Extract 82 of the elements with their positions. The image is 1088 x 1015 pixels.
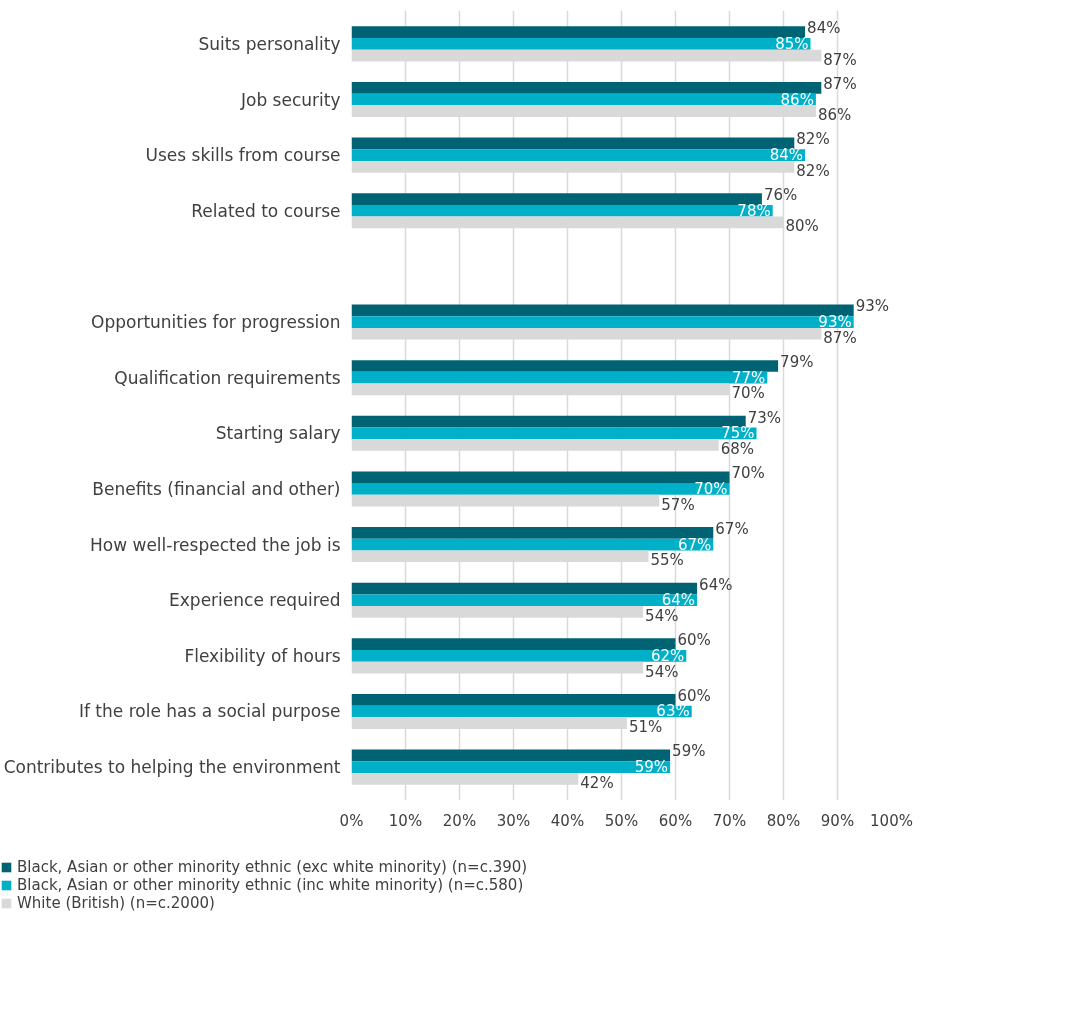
data-label: 68% (720, 440, 755, 458)
bar (351, 638, 676, 651)
x-tick-label: 60% (658, 811, 693, 830)
x-tick-label: 70% (712, 811, 747, 830)
bar (351, 204, 773, 217)
data-label: 70% (731, 384, 765, 403)
data-label: 57% (661, 495, 695, 514)
x-tick-label: 0% (339, 811, 364, 830)
bar (351, 705, 692, 718)
data-label: 64% (699, 575, 733, 594)
data-label: 87% (823, 50, 857, 69)
y-tick-label: Starting salary (215, 423, 341, 444)
bar (351, 415, 746, 428)
data-label: 85% (775, 34, 809, 53)
data-label: 42% (580, 773, 614, 792)
x-tick-label: 80% (766, 811, 801, 830)
bar (351, 594, 698, 607)
bar (351, 137, 795, 150)
bar (351, 761, 671, 773)
bar (351, 471, 730, 484)
legend-label: White (British) (n=c.2000) (17, 894, 215, 912)
data-label: 82% (796, 130, 830, 149)
y-tick-label: Benefits (financial and other) (92, 478, 341, 499)
y-tick-label: Uses skills from course (145, 145, 341, 166)
data-label: 84% (807, 19, 841, 38)
bar (351, 371, 768, 384)
data-label: 87% (823, 74, 857, 93)
x-tick-label: 20% (442, 811, 477, 830)
x-tick-label: 10% (388, 811, 423, 830)
data-label: 70% (694, 479, 728, 498)
data-label: 60% (677, 686, 711, 705)
y-tick-label: How well-respected the job is (90, 534, 341, 555)
bar (351, 527, 714, 539)
y-tick-label: Contributes to helping the environment (3, 757, 341, 778)
data-label: 70% (731, 464, 765, 483)
bar (351, 749, 671, 762)
x-tick-label: 40% (550, 811, 585, 830)
data-label: 86% (817, 106, 852, 125)
data-label: 93% (855, 297, 890, 316)
bar (351, 26, 806, 39)
bar (351, 538, 714, 551)
data-label: 67% (715, 519, 749, 538)
bar (351, 360, 779, 372)
y-tick-label: Job security (240, 89, 341, 110)
bar (351, 304, 854, 317)
bar (351, 81, 822, 94)
data-label: 67% (677, 535, 712, 554)
x-tick-label: 90% (820, 811, 855, 830)
legend-label: Black, Asian or other minority ethnic (exc white minority) (n=c.390) (17, 858, 528, 876)
x-tick-label: 50% (604, 811, 639, 830)
y-tick-label: Flexibility of hours (184, 645, 341, 666)
data-label: 55% (650, 551, 684, 570)
y-tick-label: Suits personality (198, 33, 341, 54)
data-label: 54% (645, 662, 679, 681)
x-tick-label: 30% (496, 811, 531, 830)
data-label: 77% (731, 368, 766, 387)
y-tick-label: If the role has a social purpose (78, 701, 341, 722)
data-label: 79% (780, 353, 814, 371)
bar (351, 149, 806, 161)
legend-label: Black, Asian or other minority ethnic (inc white minority) (n=c.580) (17, 876, 524, 894)
bar (351, 582, 698, 595)
bar (351, 193, 762, 205)
y-tick-label: Qualification requirements (114, 367, 341, 388)
y-tick-label: Related to course (191, 200, 341, 221)
data-label: 59% (672, 742, 706, 761)
y-tick-label: Experience required (169, 590, 341, 611)
bar (351, 38, 811, 50)
data-label: 73% (747, 408, 782, 427)
data-label: 63% (656, 702, 690, 721)
data-label: 86% (780, 90, 814, 109)
data-label: 75% (721, 424, 755, 443)
bar (351, 427, 757, 440)
bar (351, 483, 730, 495)
data-label: 51% (628, 718, 663, 737)
bar (351, 93, 816, 106)
y-tick-label: Opportunities for progression (91, 312, 341, 333)
bar (351, 650, 687, 662)
bar (351, 693, 676, 706)
bar (351, 316, 854, 328)
data-label: 59% (634, 758, 669, 777)
data-label: 80% (785, 217, 819, 236)
x-tick-label: 100% (870, 811, 913, 830)
